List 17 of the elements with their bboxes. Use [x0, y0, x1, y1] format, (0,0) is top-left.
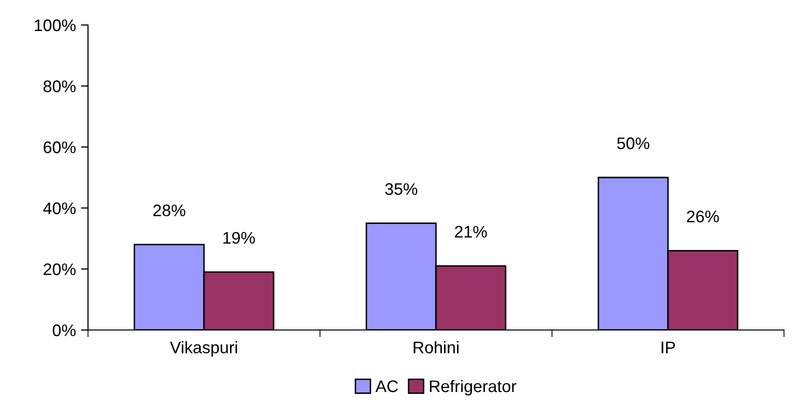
data-label: 28%	[153, 204, 186, 216]
data-label: 26%	[686, 210, 719, 222]
x-tick-label: Vikaspuri	[170, 341, 238, 357]
x-tick-label: Rohini	[414, 341, 459, 354]
y-tick-label: 80%	[44, 80, 76, 92]
data-label: 19%	[223, 232, 255, 244]
x-tick-label: IP	[662, 342, 675, 354]
data-label: 35%	[385, 183, 418, 195]
legend-label: Refrigerator	[430, 380, 516, 396]
y-tick-label: 0%	[52, 324, 76, 336]
legend-label: AC	[375, 380, 398, 392]
y-tick-label: 100%	[34, 19, 76, 32]
y-tick-label: 40%	[43, 202, 76, 214]
y-tick-label: 20%	[44, 263, 76, 276]
data-label: 50%	[617, 137, 650, 150]
y-tick-label: 60%	[44, 141, 76, 154]
data-label: 21%	[454, 226, 487, 238]
